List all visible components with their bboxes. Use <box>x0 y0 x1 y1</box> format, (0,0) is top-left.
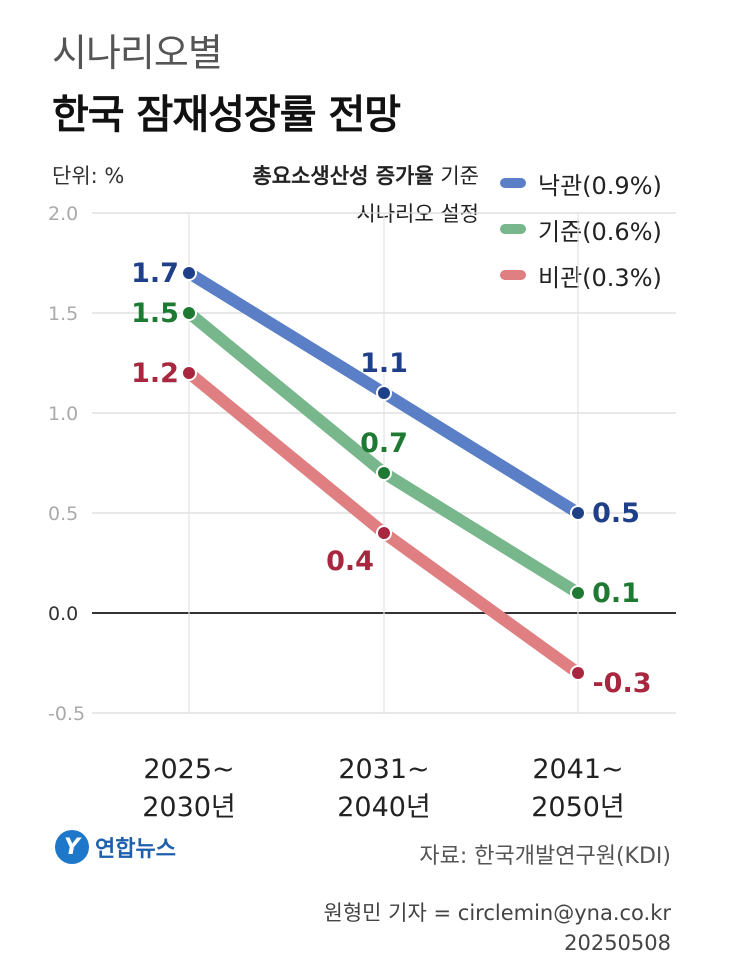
data-point <box>181 365 197 381</box>
x-tick-label: 2030년 <box>142 792 236 823</box>
y-tick-label: -0.5 <box>48 703 85 725</box>
chart-subtitle: 시나리오별 <box>52 31 223 75</box>
yonhap-logo-icon: Y <box>55 830 89 864</box>
legend-item-optimistic: 낙관(0.9%) <box>500 160 662 206</box>
y-tick-label: 1.0 <box>48 403 78 425</box>
legend-swatch-optimistic <box>500 178 526 188</box>
data-point <box>376 525 392 541</box>
data-label: 0.1 <box>592 578 640 609</box>
y-tick-label: 2.0 <box>48 203 78 225</box>
reporter-credit: 원형민 기자 = circlemin@yna.co.kr <box>323 901 671 925</box>
publish-date: 20250508 <box>564 931 671 955</box>
data-point <box>376 385 392 401</box>
source-text: 자료: 한국개발연구원(KDI) <box>419 844 671 869</box>
legend: 낙관(0.9%) 기준(0.6%) 비관(0.3%) <box>500 160 662 298</box>
scenario-note-line2: 시나리오 설정 <box>356 202 479 226</box>
data-label: 1.1 <box>360 348 408 379</box>
data-point <box>376 465 392 481</box>
x-tick-label: 2040년 <box>337 792 431 823</box>
x-tick-label: 2041~ <box>532 754 623 785</box>
data-label: 0.7 <box>360 428 408 459</box>
legend-label-optimistic: 낙관(0.9%) <box>538 171 662 200</box>
legend-label-baseline: 기준(0.6%) <box>538 217 662 246</box>
data-point <box>570 665 586 681</box>
data-label: 0.5 <box>592 498 640 529</box>
data-label: 1.5 <box>131 298 179 329</box>
legend-item-baseline: 기준(0.6%) <box>500 206 662 252</box>
x-tick-label: 2031~ <box>338 754 429 785</box>
data-point <box>570 585 586 601</box>
y-tick-label: 0.0 <box>48 603 78 625</box>
legend-swatch-pessimistic <box>500 270 526 280</box>
legend-label-pessimistic: 비관(0.3%) <box>538 263 662 292</box>
chart-title: 한국 잠재성장률 전망 <box>52 92 401 138</box>
data-point <box>181 305 197 321</box>
yonhap-logo: Y 연합뉴스 <box>55 830 176 864</box>
data-point <box>181 265 197 281</box>
scenario-note-suffix: 기준 <box>433 164 479 188</box>
data-label: -0.3 <box>592 668 651 699</box>
y-tick-label: 1.5 <box>48 303 78 325</box>
x-tick-label: 2025~ <box>143 754 234 785</box>
data-label: 1.2 <box>131 358 179 389</box>
x-tick-label: 2050년 <box>531 792 625 823</box>
scenario-note-line1: 총요소생산성 증가율 기준 <box>252 160 479 190</box>
y-tick-label: 0.5 <box>48 503 78 525</box>
legend-swatch-baseline <box>500 224 526 234</box>
data-point <box>570 505 586 521</box>
yonhap-logo-text: 연합뉴스 <box>95 837 176 862</box>
data-label: 1.7 <box>131 258 179 289</box>
data-label: 0.4 <box>326 546 374 577</box>
legend-item-pessimistic: 비관(0.3%) <box>500 252 662 298</box>
scenario-note-bold: 총요소생산성 증가율 <box>252 164 434 188</box>
unit-label: 단위: % <box>52 164 125 188</box>
credit-block: 원형민 기자 = circlemin@yna.co.kr 20250508 <box>324 898 671 958</box>
